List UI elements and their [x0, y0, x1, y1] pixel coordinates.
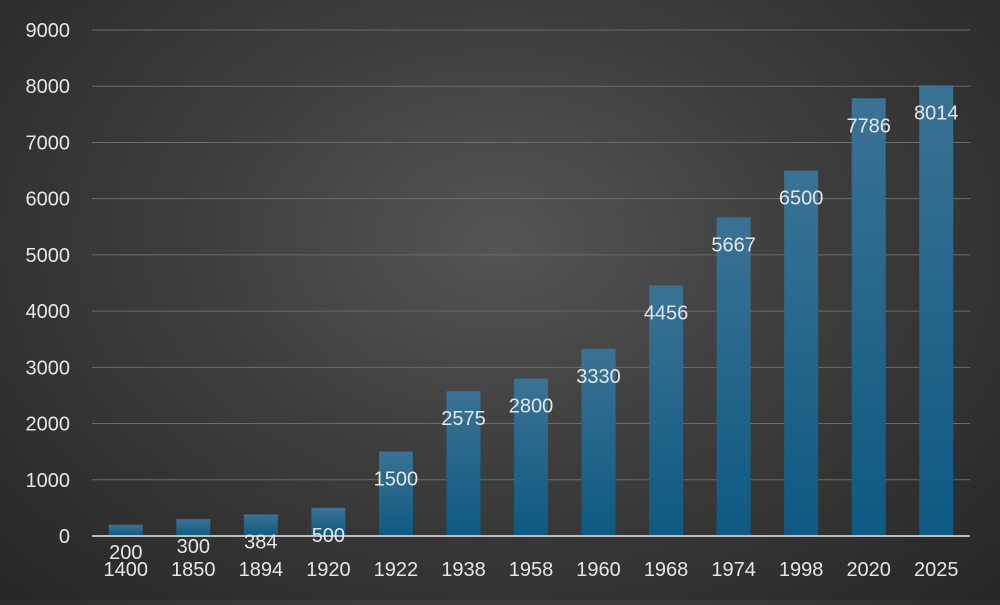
data-label: 4456	[644, 302, 689, 324]
data-label: 8014	[914, 102, 959, 124]
data-label: 2575	[441, 408, 486, 430]
x-tick-label: 1968	[644, 559, 689, 581]
bar	[446, 391, 481, 536]
data-label: 7786	[846, 115, 891, 137]
x-tick-label: 1400	[104, 559, 149, 581]
bar	[716, 217, 751, 536]
x-tick-label: 1938	[441, 559, 486, 581]
y-tick-label: 3000	[26, 357, 71, 379]
data-label: 3330	[576, 366, 621, 388]
x-tick-label: 1920	[306, 559, 351, 581]
bar	[108, 524, 143, 536]
y-tick-label: 6000	[26, 189, 71, 211]
y-tick-label: 2000	[26, 414, 71, 436]
bar	[311, 507, 346, 536]
data-label: 384	[244, 531, 277, 553]
x-tick-label: 1958	[509, 559, 554, 581]
bar	[378, 451, 413, 536]
x-tick-label: 1922	[374, 559, 419, 581]
x-tick-label: 2020	[846, 559, 891, 581]
data-label: 300	[177, 536, 210, 558]
data-label: 1500	[374, 469, 419, 491]
y-axis-tick-labels: 0 1000 2000 3000 4000 5000 6000 7000 8000 9000	[26, 20, 71, 548]
bar	[243, 514, 278, 536]
data-label: 5667	[711, 234, 756, 256]
x-tick-label: 1974	[711, 559, 756, 581]
data-labels: 200 300 384 500 1500 2575 2800 3330 4456 5667 6500…	[109, 102, 958, 563]
x-axis-tick-labels: 1400 1850 1894 1920 1922 1938 1958 1960 1968 1974…	[104, 559, 959, 581]
bar	[851, 98, 886, 536]
bar	[919, 85, 954, 536]
y-tick-label: 1000	[26, 470, 71, 492]
x-tick-label: 1998	[779, 559, 824, 581]
x-tick-label: 1850	[171, 559, 216, 581]
y-tick-label: 5000	[26, 245, 71, 267]
bar	[649, 285, 684, 536]
data-label: 500	[312, 525, 345, 547]
y-tick-label: 7000	[26, 132, 71, 154]
data-label: 6500	[779, 188, 824, 210]
bar	[176, 519, 211, 536]
x-tick-label: 1960	[576, 559, 621, 581]
gridlines	[92, 29, 970, 481]
x-tick-label: 2025	[914, 559, 959, 581]
bar	[784, 170, 819, 537]
x-tick-label: 1894	[239, 559, 284, 581]
bars	[108, 85, 954, 537]
y-tick-label: 0	[59, 526, 70, 548]
bar	[514, 378, 548, 536]
data-label: 200	[109, 542, 142, 564]
y-tick-label: 4000	[26, 301, 71, 323]
data-label: 2800	[509, 396, 554, 418]
y-tick-label: 8000	[26, 76, 71, 98]
y-tick-label: 9000	[26, 20, 71, 42]
bar	[581, 348, 616, 536]
